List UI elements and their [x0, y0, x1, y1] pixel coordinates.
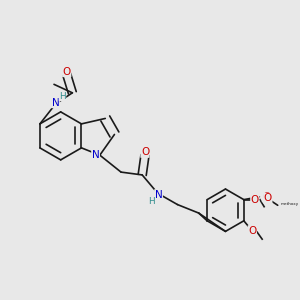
Text: O: O	[248, 226, 256, 236]
Text: N: N	[52, 98, 59, 108]
Text: O: O	[264, 193, 272, 203]
Text: N: N	[155, 190, 162, 200]
Text: O: O	[63, 67, 71, 76]
Text: H: H	[148, 197, 155, 206]
Text: N: N	[92, 150, 100, 160]
Text: H: H	[59, 92, 66, 101]
Text: O: O	[141, 147, 149, 157]
Text: O: O	[251, 195, 259, 205]
Text: O: O	[262, 192, 271, 202]
Text: methoxy: methoxy	[280, 202, 299, 206]
